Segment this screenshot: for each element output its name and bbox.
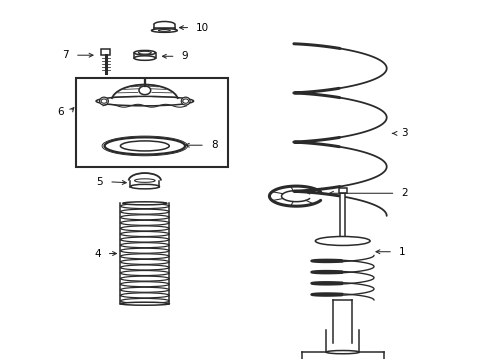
Ellipse shape	[135, 179, 155, 182]
Bar	[76, 78, 228, 167]
Text: 2: 2	[401, 188, 408, 198]
Ellipse shape	[121, 220, 169, 225]
Ellipse shape	[121, 282, 169, 287]
Ellipse shape	[121, 276, 169, 281]
Text: 4: 4	[94, 248, 101, 258]
Ellipse shape	[138, 51, 151, 54]
Ellipse shape	[121, 204, 169, 208]
Text: 1: 1	[399, 247, 406, 257]
Text: 5: 5	[97, 177, 103, 187]
Bar	[340, 193, 345, 241]
Text: 3: 3	[401, 129, 408, 138]
Bar	[101, 49, 110, 55]
Circle shape	[101, 99, 107, 103]
Ellipse shape	[121, 141, 169, 151]
Ellipse shape	[99, 97, 108, 105]
Ellipse shape	[134, 56, 156, 60]
Ellipse shape	[130, 184, 159, 189]
Ellipse shape	[121, 254, 169, 259]
Ellipse shape	[121, 298, 169, 303]
Ellipse shape	[121, 265, 169, 270]
Ellipse shape	[326, 351, 359, 354]
Ellipse shape	[121, 215, 169, 220]
Ellipse shape	[181, 97, 190, 105]
Ellipse shape	[123, 202, 167, 205]
Ellipse shape	[121, 259, 169, 264]
Text: 7: 7	[63, 50, 69, 60]
Text: 9: 9	[181, 51, 188, 61]
Ellipse shape	[96, 96, 194, 106]
Ellipse shape	[121, 209, 169, 214]
Ellipse shape	[121, 248, 169, 253]
Ellipse shape	[121, 270, 169, 275]
Ellipse shape	[151, 28, 177, 32]
Ellipse shape	[316, 237, 370, 246]
Circle shape	[183, 99, 189, 103]
Ellipse shape	[134, 50, 156, 55]
Ellipse shape	[121, 237, 169, 242]
Bar	[339, 188, 346, 193]
Ellipse shape	[104, 137, 185, 154]
Ellipse shape	[121, 226, 169, 231]
Text: 8: 8	[211, 140, 218, 150]
Ellipse shape	[121, 302, 169, 305]
Ellipse shape	[121, 243, 169, 248]
Ellipse shape	[121, 287, 169, 292]
Ellipse shape	[121, 293, 169, 298]
Ellipse shape	[158, 30, 171, 31]
Text: 6: 6	[58, 107, 64, 117]
Ellipse shape	[121, 231, 169, 237]
Text: 10: 10	[196, 23, 209, 33]
Circle shape	[139, 86, 151, 95]
